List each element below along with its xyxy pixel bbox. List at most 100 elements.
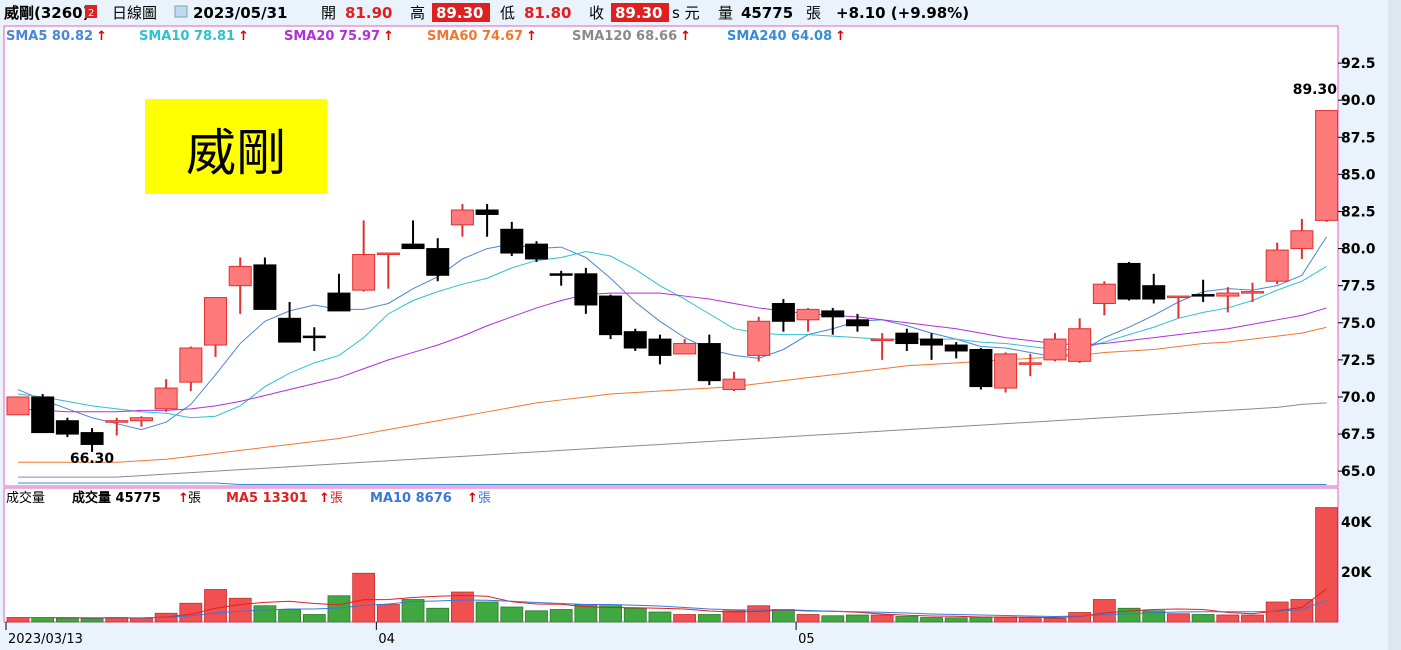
volume-ma10-line — [18, 599, 1327, 619]
volume-bar — [6, 617, 30, 623]
open-label: 開 — [321, 4, 336, 22]
price-tick-label: 87.5 — [1341, 130, 1376, 146]
candle-body — [1142, 285, 1166, 300]
volume-bar — [747, 605, 771, 623]
volume-unit: 張 — [806, 4, 821, 22]
volume-panel-title: 成交量 — [6, 490, 45, 506]
header-bar: 威剛(3260) 2 日線圖 2023/05/31 開 81.90 高 89.3… — [4, 3, 969, 22]
period-label[interactable]: 日線圖 — [112, 4, 157, 22]
volume-bar — [327, 595, 351, 623]
right-scrollbar[interactable] — [1388, 0, 1401, 650]
candle-body — [327, 292, 351, 312]
candle-body — [549, 273, 573, 276]
price-tick-label: 85.0 — [1341, 167, 1376, 183]
volume-bar — [228, 597, 252, 623]
volume-bar — [179, 602, 203, 623]
candle-body — [796, 308, 820, 321]
unit-label: s 元 — [672, 4, 700, 22]
sma5-line — [17, 236, 1327, 431]
low-label: 低 — [500, 4, 515, 22]
candle-body — [1265, 249, 1289, 282]
x-tick-label: 04 — [378, 632, 395, 647]
candle-body — [401, 243, 425, 250]
volume-legend-ma10-arrow: ↑ — [467, 491, 478, 506]
volume-legend-ma5-arrow: ↑ — [319, 491, 330, 506]
volume-tick-label: 20K — [1341, 565, 1372, 581]
sma-legend-item: SMA20 75.97 — [284, 29, 380, 44]
volume-bar — [1167, 613, 1190, 623]
candle-body — [500, 228, 524, 254]
sma-legend-item: SMA10 78.81 — [139, 29, 235, 44]
price-tick-label: 90.0 — [1341, 93, 1376, 109]
up-arrow-icon: ↑ — [526, 29, 537, 44]
candle-body — [129, 417, 153, 422]
volume-value: 45775 — [741, 4, 793, 22]
candle-body — [1043, 338, 1067, 361]
volume-bar — [352, 572, 376, 623]
candle-body — [228, 265, 252, 287]
candle-body — [1216, 292, 1240, 297]
candle-body — [450, 209, 474, 226]
volume-bar — [475, 601, 499, 623]
volume-legend-vol-arrow: ↑ — [178, 491, 189, 506]
change-value: +8.10 (+9.98%) — [836, 4, 969, 22]
candle-body — [944, 344, 968, 352]
volume-legend-vol-unit: 張 — [188, 491, 201, 506]
volume-bar — [944, 617, 968, 623]
candle-body — [302, 335, 326, 339]
high-label: 高 — [410, 4, 425, 22]
candle-body — [1117, 262, 1141, 300]
volume-bar — [1191, 614, 1215, 623]
high-value-bg — [432, 3, 490, 22]
candle-body — [673, 343, 697, 355]
volume-bar — [870, 614, 894, 623]
volume-bar — [376, 604, 400, 623]
volume-bar — [771, 609, 795, 623]
candle-body — [747, 320, 771, 356]
volume-bar — [500, 606, 524, 623]
volume-label: 量 — [718, 4, 733, 22]
candle-body — [154, 387, 178, 410]
volume-bar — [1216, 614, 1240, 623]
candle-body — [920, 338, 944, 346]
candle-body — [524, 243, 548, 260]
volume-panel — [3, 487, 1339, 623]
volume-bar — [204, 589, 227, 623]
candle-body — [969, 348, 993, 388]
volume-bar — [31, 617, 55, 623]
volume-bar — [130, 617, 153, 623]
volume-bar — [302, 614, 326, 623]
open-value: 81.90 — [345, 4, 392, 22]
low-value: 81.80 — [524, 4, 571, 22]
candle-body — [80, 432, 104, 445]
up-arrow-icon: ↑ — [835, 29, 846, 44]
price-tick-label: 70.0 — [1341, 390, 1376, 406]
candle-body — [1092, 283, 1116, 304]
volume-legend-vol: 成交量 45775 — [72, 490, 161, 506]
sma-legend-item: SMA60 74.67 — [427, 29, 523, 44]
dropdown-icon[interactable] — [174, 5, 188, 18]
volume-bar — [451, 591, 474, 623]
volume-bar — [599, 605, 622, 623]
volume-bar — [697, 614, 721, 623]
up-arrow-icon: ↑ — [680, 29, 691, 44]
volume-bar — [1241, 614, 1264, 623]
candle-body — [771, 302, 795, 322]
candle-body — [648, 338, 672, 356]
stock-badge: 2 — [88, 8, 94, 19]
sma240-line — [18, 482, 1327, 486]
price-axis: 92.5 90.0 87.5 85.0 82.5 80.0 77.5 75.0 72.5 70.0… — [1338, 56, 1376, 480]
candle-body — [352, 254, 376, 291]
sma-legend-item: SMA5 80.82 — [6, 29, 93, 44]
sma10-line — [17, 251, 1327, 419]
volume-bar — [846, 614, 869, 623]
candle-body — [994, 353, 1018, 389]
price-tick-label: 80.0 — [1341, 242, 1376, 258]
candle-body — [1290, 230, 1314, 250]
low-point-label: 66.30 — [70, 451, 115, 467]
candle-body — [1241, 291, 1264, 294]
candle-body — [278, 317, 302, 343]
candle-body — [1018, 362, 1042, 365]
volume-legend-ma10: MA10 8676 — [370, 491, 452, 506]
